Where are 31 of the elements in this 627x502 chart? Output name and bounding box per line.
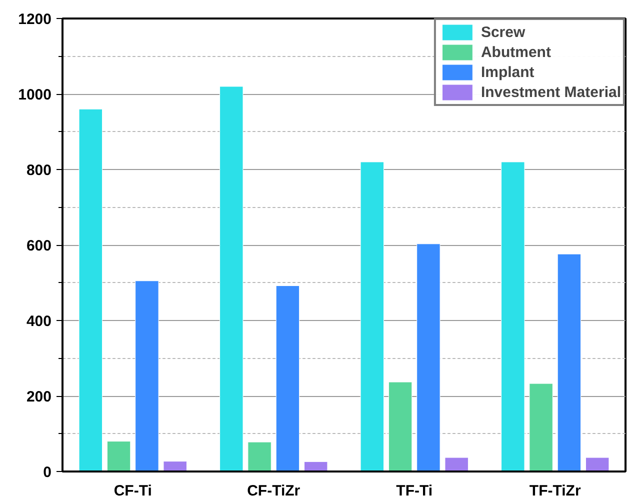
bar — [163, 461, 187, 472]
bar — [360, 162, 384, 472]
x-tick-label: TF-TiZr — [529, 482, 581, 500]
bar — [106, 441, 131, 472]
bar — [135, 280, 159, 472]
legend-label: Screw — [480, 22, 526, 42]
bar — [444, 457, 468, 472]
bar — [585, 457, 610, 472]
legend-label: Implant — [480, 62, 534, 82]
y-tick-label: 0 — [43, 464, 52, 481]
bar — [529, 383, 553, 472]
bar — [304, 461, 328, 472]
bar — [501, 162, 525, 472]
y-tick-label: 200 — [26, 388, 52, 406]
bar — [78, 108, 103, 472]
y-tick-label: 600 — [26, 238, 52, 254]
y-tick-label: 800 — [26, 162, 52, 179]
bar — [276, 286, 300, 472]
y-tick-label: 1000 — [18, 86, 52, 104]
x-tick-label: CF-TiZr — [247, 482, 300, 500]
bar — [248, 442, 272, 472]
x-tick-label: CF-Ti — [114, 482, 152, 500]
bar — [416, 244, 440, 472]
legend-label: Abutment — [480, 42, 551, 62]
x-tick-label: TF-Ti — [396, 482, 433, 500]
y-tick-label: 400 — [26, 313, 52, 330]
bar — [557, 254, 582, 472]
legend-label: Investment Material — [480, 82, 621, 102]
y-tick-label: 1200 — [18, 11, 52, 28]
bar — [220, 86, 244, 472]
bar — [388, 382, 412, 472]
